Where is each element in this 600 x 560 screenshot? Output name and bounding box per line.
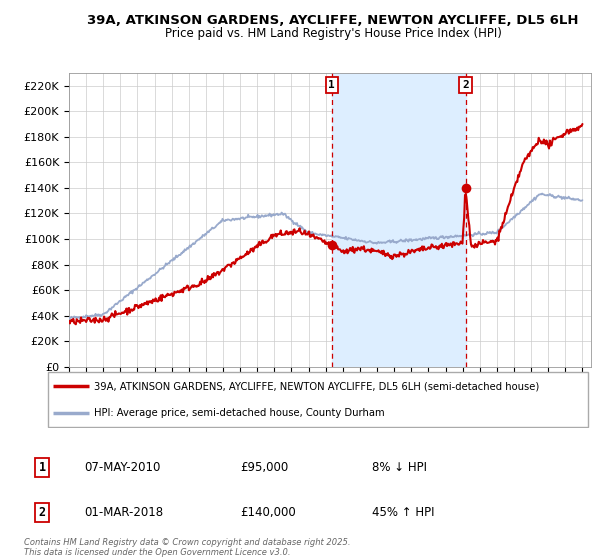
Text: Contains HM Land Registry data © Crown copyright and database right 2025.
This d: Contains HM Land Registry data © Crown c… bbox=[24, 538, 350, 557]
Text: 39A, ATKINSON GARDENS, AYCLIFFE, NEWTON AYCLIFFE, DL5 6LH: 39A, ATKINSON GARDENS, AYCLIFFE, NEWTON … bbox=[87, 14, 579, 27]
Text: 01-MAR-2018: 01-MAR-2018 bbox=[84, 506, 163, 519]
Text: HPI: Average price, semi-detached house, County Durham: HPI: Average price, semi-detached house,… bbox=[94, 408, 385, 418]
Text: 8% ↓ HPI: 8% ↓ HPI bbox=[372, 461, 427, 474]
Bar bbox=[332, 73, 466, 367]
Text: 1: 1 bbox=[38, 461, 46, 474]
Text: 1: 1 bbox=[328, 80, 335, 90]
Text: 2: 2 bbox=[462, 80, 469, 90]
Text: £140,000: £140,000 bbox=[240, 506, 296, 519]
Text: 45% ↑ HPI: 45% ↑ HPI bbox=[372, 506, 434, 519]
Text: 07-MAY-2010: 07-MAY-2010 bbox=[84, 461, 160, 474]
FancyBboxPatch shape bbox=[48, 372, 588, 427]
Text: Price paid vs. HM Land Registry's House Price Index (HPI): Price paid vs. HM Land Registry's House … bbox=[164, 27, 502, 40]
Text: 39A, ATKINSON GARDENS, AYCLIFFE, NEWTON AYCLIFFE, DL5 6LH (semi-detached house): 39A, ATKINSON GARDENS, AYCLIFFE, NEWTON … bbox=[94, 381, 539, 391]
Text: £95,000: £95,000 bbox=[240, 461, 288, 474]
Text: 2: 2 bbox=[38, 506, 46, 519]
